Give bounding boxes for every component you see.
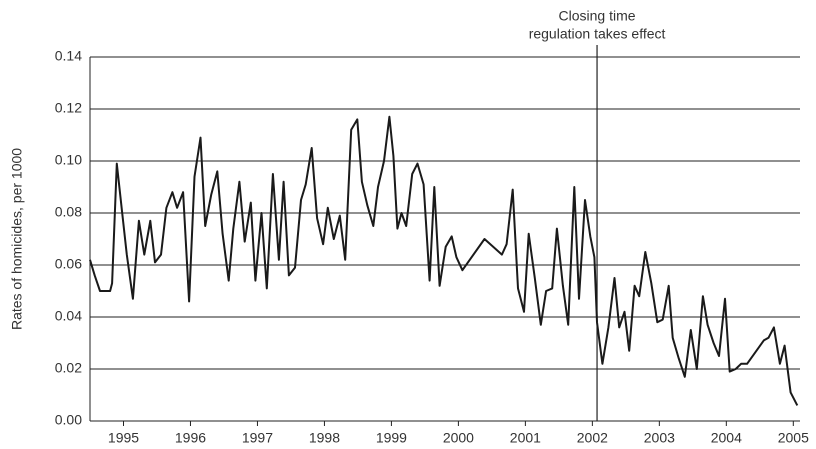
x-tick-label: 2001 xyxy=(510,430,541,446)
x-tick-label: 2003 xyxy=(644,430,675,446)
y-tick-label: 0.02 xyxy=(55,360,82,376)
y-tick-label: 0.00 xyxy=(55,412,82,428)
x-tick-label: 1998 xyxy=(309,430,340,446)
x-tick-label: 1999 xyxy=(376,430,407,446)
x-tick-label: 2000 xyxy=(443,430,474,446)
x-tick-label: 2005 xyxy=(778,430,809,446)
y-axis-label: Rates of homicides, per 1000 xyxy=(9,148,25,330)
x-tick-label: 2002 xyxy=(577,430,608,446)
annotation-text: regulation takes effect xyxy=(529,26,666,42)
x-tick-label: 1996 xyxy=(175,430,206,446)
x-tick-label: 1995 xyxy=(108,430,139,446)
y-tick-label: 0.04 xyxy=(55,308,82,324)
y-tick-label: 0.08 xyxy=(55,204,82,220)
annotation-text: Closing time xyxy=(559,8,636,24)
y-tick-label: 0.10 xyxy=(55,152,82,168)
y-tick-label: 0.14 xyxy=(55,48,82,64)
y-tick-label: 0.06 xyxy=(55,256,82,272)
y-tick-label: 0.12 xyxy=(55,100,82,116)
x-tick-label: 1997 xyxy=(242,430,273,446)
x-tick-label: 2004 xyxy=(711,430,742,446)
data-line xyxy=(89,115,799,406)
